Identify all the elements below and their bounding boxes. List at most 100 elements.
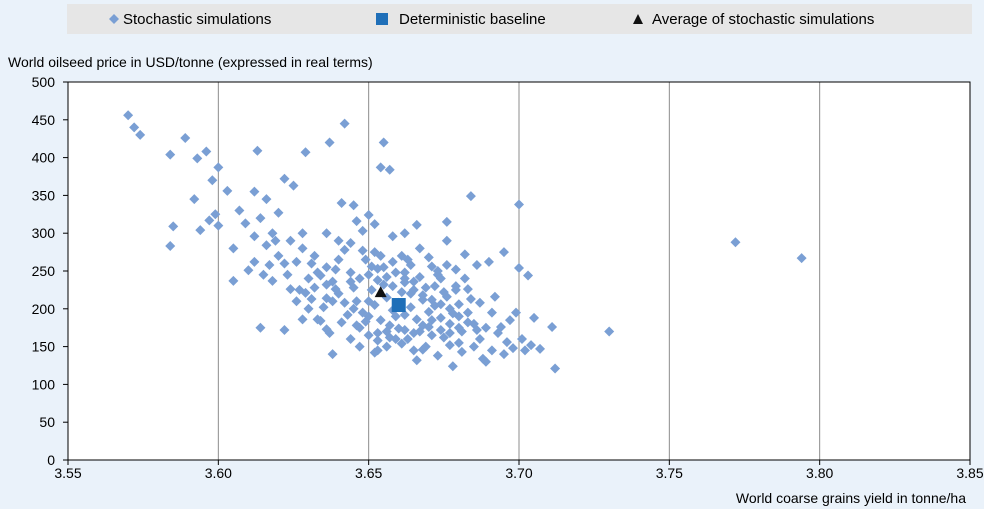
legend: Stochastic simulations Deterministic bas…	[109, 11, 874, 28]
stochastic-point	[441, 216, 452, 227]
deterministic-point	[391, 298, 406, 313]
stochastic-point	[303, 303, 314, 314]
stochastic-point	[535, 343, 546, 354]
stochastic-point	[282, 269, 293, 280]
legend-stochastic-marker	[109, 14, 119, 24]
stochastic-point	[411, 355, 422, 366]
stochastic-point	[123, 110, 134, 121]
stochastic-point	[333, 235, 344, 246]
y-tick-label: 400	[32, 150, 56, 166]
y-tick-label: 500	[32, 74, 56, 90]
stochastic-point	[432, 350, 443, 361]
stochastic-point	[255, 322, 266, 333]
stochastic-point	[201, 146, 212, 157]
stochastic-point	[444, 318, 455, 329]
stochastic-point	[730, 237, 741, 248]
stochastic-point	[318, 302, 329, 313]
stochastic-point	[408, 327, 419, 338]
stochastic-point	[306, 293, 317, 304]
stochastic-point	[462, 317, 473, 328]
stochastic-point	[285, 235, 296, 246]
stochastic-point	[342, 309, 353, 320]
legend-stochastic-label: Stochastic simulations	[123, 11, 271, 28]
stochastic-point	[135, 129, 146, 140]
stochastic-point	[360, 316, 371, 327]
stochastic-point	[547, 321, 558, 332]
stochastic-point	[402, 334, 413, 345]
stochastic-point	[417, 290, 428, 301]
stochastic-point	[354, 341, 365, 352]
stochastic-point	[192, 153, 203, 164]
x-tick-label: 3.75	[656, 465, 683, 481]
stochastic-point	[796, 253, 807, 264]
y-tick-label: 100	[32, 376, 56, 392]
stochastic-point	[375, 315, 386, 326]
stochastic-point	[291, 256, 302, 267]
stochastic-point	[345, 334, 356, 345]
stochastic-point	[249, 256, 260, 267]
stochastic-point	[498, 349, 509, 360]
stochastic-point	[273, 207, 284, 218]
stochastic-point	[357, 225, 368, 236]
stochastic-point	[300, 287, 311, 298]
y-tick-label: 250	[32, 263, 56, 279]
stochastic-point	[180, 132, 191, 143]
stochastic-point	[300, 147, 311, 158]
stochastic-point	[165, 241, 176, 252]
stochastic-point	[411, 219, 422, 230]
stochastic-point	[354, 273, 365, 284]
stochastic-point	[402, 254, 413, 265]
stochastic-point	[459, 249, 470, 260]
stochastic-point	[426, 261, 437, 272]
stochastic-point	[222, 185, 233, 196]
stochastic-point	[357, 307, 368, 318]
stochastic-point	[372, 327, 383, 338]
x-tick-label: 3.80	[806, 465, 833, 481]
stochastic-point	[501, 337, 512, 348]
stochastic-point	[453, 337, 464, 348]
stochastic-point	[396, 338, 407, 349]
stochastic-point	[261, 194, 272, 205]
stochastic-point	[264, 259, 275, 270]
stochastic-point	[279, 258, 290, 269]
stochastic-point	[381, 272, 392, 283]
stochastic-point	[438, 332, 449, 343]
stochastic-point	[453, 299, 464, 310]
stochastic-point	[324, 137, 335, 148]
stochastic-point	[189, 194, 200, 205]
stochastic-point	[465, 191, 476, 202]
stochastic-point	[372, 335, 383, 346]
stochastic-point	[384, 164, 395, 175]
stochastic-point	[399, 324, 410, 335]
x-tick-label: 3.65	[355, 465, 382, 481]
stochastic-point	[288, 180, 299, 191]
stochastic-point	[474, 297, 485, 308]
stochastic-point	[195, 225, 206, 236]
stochastic-point	[435, 324, 446, 335]
stochastic-point	[414, 272, 425, 283]
legend-average-label: Average of stochastic simulations	[652, 11, 874, 28]
stochastic-point	[486, 307, 497, 318]
stochastic-point	[345, 267, 356, 278]
stochastic-point	[351, 216, 362, 227]
stochastic-point	[339, 118, 350, 129]
stochastic-point	[390, 311, 401, 322]
stochastic-point	[306, 258, 317, 269]
stochastic-point	[387, 256, 398, 267]
stochastic-point	[411, 314, 422, 325]
y-tick-label: 0	[47, 452, 55, 468]
stochastic-point	[336, 317, 347, 328]
stochastic-point	[396, 287, 407, 298]
stochastic-point	[168, 221, 179, 232]
stochastic-point	[514, 262, 524, 273]
stochastic-point	[234, 205, 245, 216]
stochastic-point	[327, 349, 338, 360]
stochastic-point	[330, 284, 341, 295]
stochastic-point	[507, 343, 518, 354]
y-axis-title: World oilseed price in USD/tonne (expres…	[8, 54, 373, 70]
stochastic-point	[480, 356, 491, 367]
stochastic-point	[324, 327, 335, 338]
stochastic-point	[213, 220, 224, 231]
stochastic-point	[399, 228, 410, 239]
